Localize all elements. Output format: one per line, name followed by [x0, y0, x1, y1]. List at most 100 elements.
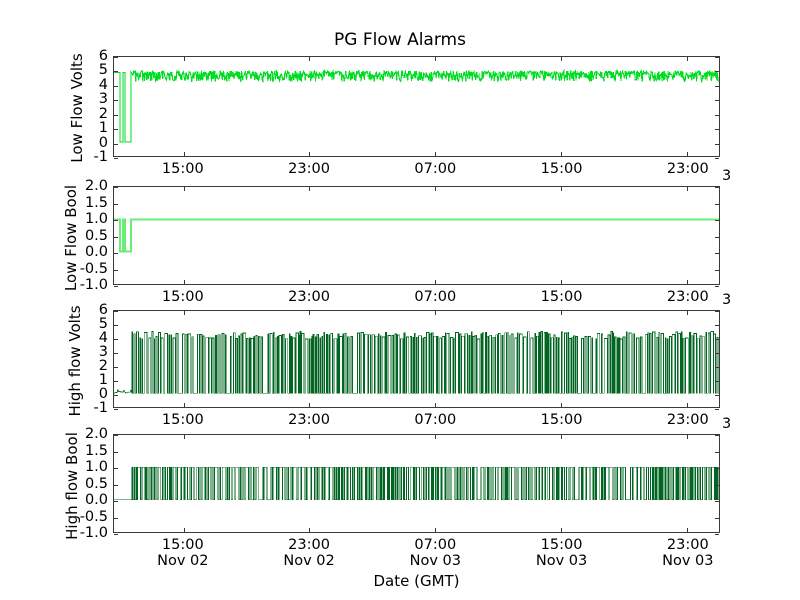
- high-flow-volts-xtick-mark: [435, 311, 437, 315]
- high-flow-volts-ytick-mark: [114, 381, 118, 382]
- low-flow-volts-ytick-mark: [715, 114, 719, 116]
- high-flow-volts-ytick-mark: [715, 339, 719, 340]
- high-flow-bool-ytick-label: -1.0: [79, 525, 108, 541]
- subplot-high-flow-bool: [113, 434, 720, 535]
- high-flow-volts-ytick-label: 3: [98, 344, 108, 360]
- low-flow-volts-ytick-mark: [715, 143, 719, 145]
- low-flow-volts-ytick-mark: [715, 100, 719, 102]
- low-flow-bool-ytick-mark: [715, 269, 719, 271]
- subplot-low-flow-volts: [113, 56, 720, 159]
- high-flow-volts-ytick-mark: [715, 367, 719, 368]
- high-flow-bool-xtick-mark: [686, 435, 688, 439]
- low-flow-bool-ytick-mark: [114, 220, 118, 221]
- low-flow-volts-axis-xtick-label: 15:00: [161, 161, 204, 177]
- high-flow-volts-ytick-mark: [114, 353, 118, 354]
- low-flow-bool-ytick-mark: [114, 236, 118, 238]
- high-flow-volts-xtick-mark: [183, 311, 185, 315]
- low-flow-volts-axis-xtick-label: 23:00: [666, 161, 709, 177]
- low-flow-volts-ytick-mark: [114, 114, 118, 116]
- high-flow-bool-ytick-mark: [114, 534, 118, 535]
- high-flow-volts-ytick-mark: [114, 409, 118, 410]
- high-flow-volts-ytick-mark: [715, 409, 719, 410]
- low-flow-volts-xtick-mark: [309, 152, 311, 156]
- subplot-high-flow-volts: [113, 310, 720, 410]
- high-flow-bool-ytick-mark: [114, 435, 118, 436]
- high-flow-bool-xtick-mark: [561, 528, 563, 532]
- low-flow-bool-ytick-mark: [715, 236, 719, 238]
- high-flow-bool-ytick-label: -0.5: [79, 508, 108, 525]
- high-flow-bool-axis-xtick-label: 23:00 Nov 03: [662, 537, 714, 570]
- plot-area-high-flow-bool: [114, 435, 719, 532]
- high-flow-bool-ytick-mark: [114, 517, 118, 519]
- low-flow-volts-ytick-mark: [114, 100, 118, 102]
- low-flow-volts-ytick-label: 0: [98, 134, 108, 151]
- low-flow-volts-ytick-mark: [114, 158, 118, 159]
- low-flow-bool-xtick-mark: [183, 187, 185, 191]
- low-flow-volts-ytick-mark: [114, 143, 118, 145]
- high-flow-bool-xtick-mark: [561, 435, 563, 439]
- low-flow-bool-axis-xtick-label: 15:00: [161, 289, 204, 305]
- low-flow-volts-ytick-label: 6: [98, 48, 108, 64]
- high-flow-bool-xtick-mark: [686, 528, 688, 532]
- low-flow-bool-xtick-mark: [686, 280, 688, 284]
- high-flow-bool-ytick-mark: [715, 534, 719, 535]
- low-flow-bool-ytick-mark: [715, 203, 719, 205]
- low-flow-bool-ytick-mark: [114, 203, 118, 205]
- high-flow-bool-ytick-label: 0.5: [84, 475, 108, 492]
- low-flow-bool-ytick-mark: [715, 286, 719, 287]
- high-flow-bool-ytick-label: 1.5: [84, 442, 108, 459]
- high-flow-volts-axis-xtick-label: 15:00: [161, 412, 204, 428]
- low-flow-volts-ytick-label: -1: [93, 149, 108, 165]
- low-flow-volts-ytick-mark: [715, 158, 719, 159]
- low-flow-volts-ytick-label: 1: [98, 120, 108, 137]
- high-flow-bool-ytick-mark: [715, 435, 719, 436]
- clipped-date-digit: 3: [722, 416, 732, 432]
- high-flow-bool-axis-xtick-label: 07:00 Nov 03: [409, 537, 461, 570]
- low-flow-volts-ytick-mark: [114, 71, 118, 73]
- x-axis-label: Date (GMT): [373, 572, 460, 590]
- low-flow-bool-ytick-mark: [114, 253, 118, 254]
- low-flow-volts-ytick-mark: [114, 57, 118, 58]
- clipped-date-digit: 3: [722, 168, 732, 184]
- low-flow-bool-ytick-label: 0.5: [84, 227, 108, 244]
- high-flow-bool-axis-xtick-label: 15:00 Nov 02: [157, 537, 209, 570]
- high-flow-volts-axis-xtick-label: 23:00: [666, 412, 709, 428]
- high-flow-volts-ytick-label: 4: [98, 330, 108, 346]
- high-flow-bool-xtick-mark: [309, 528, 311, 532]
- subplot-low-flow-bool: [113, 186, 720, 287]
- high-flow-volts-ytick-label: 5: [98, 316, 108, 332]
- low-flow-volts-axis-xtick-label: 15:00: [540, 161, 583, 177]
- high-flow-volts-xtick-mark: [686, 311, 688, 315]
- high-flow-bool-xtick-mark: [435, 528, 437, 532]
- high-flow-volts-ytick-mark: [715, 381, 719, 382]
- high-flow-volts-ytick-mark: [114, 339, 118, 340]
- high-flow-bool-ytick-mark: [715, 517, 719, 519]
- high-flow-volts-ytick-label: 2: [98, 358, 108, 374]
- high-flow-bool-axis-xtick-label: 23:00 Nov 02: [283, 537, 335, 570]
- low-flow-volts-ytick-label: 5: [98, 62, 108, 79]
- low-flow-volts-xtick-mark: [435, 57, 437, 61]
- high-flow-volts-ytick-mark: [114, 311, 118, 312]
- high-flow-volts-ytick-label: -1: [93, 400, 108, 416]
- high-flow-bool-ytick-label: 1.0: [84, 459, 108, 475]
- plot-area-high-flow-volts: [114, 311, 719, 407]
- high-flow-bool-ytick-label: 0.0: [84, 492, 108, 508]
- chart-title: PG Flow Alarms: [334, 30, 466, 50]
- high-flow-volts-xtick-mark: [435, 403, 437, 407]
- low-flow-volts-xtick-mark: [183, 152, 185, 156]
- low-flow-volts-axis-xtick-label: 23:00: [288, 161, 330, 177]
- series-high-flow-volts: [114, 331, 719, 394]
- low-flow-volts-ytick-mark: [715, 129, 719, 131]
- low-flow-bool-axis-xtick-label: 07:00: [414, 289, 457, 305]
- low-flow-bool-ytick-mark: [114, 187, 118, 188]
- high-flow-volts-ytick-mark: [715, 325, 719, 326]
- low-flow-volts-ytick-mark: [114, 129, 118, 131]
- low-flow-bool-ytick-mark: [114, 269, 118, 271]
- series-high-flow-bool: [114, 466, 719, 501]
- low-flow-volts-xtick-mark: [183, 57, 185, 61]
- high-flow-bool-xtick-mark: [435, 435, 437, 439]
- low-flow-bool-xtick-mark: [686, 187, 688, 191]
- low-flow-bool-xtick-mark: [435, 187, 437, 191]
- low-flow-bool-ytick-label: 1.0: [84, 211, 108, 227]
